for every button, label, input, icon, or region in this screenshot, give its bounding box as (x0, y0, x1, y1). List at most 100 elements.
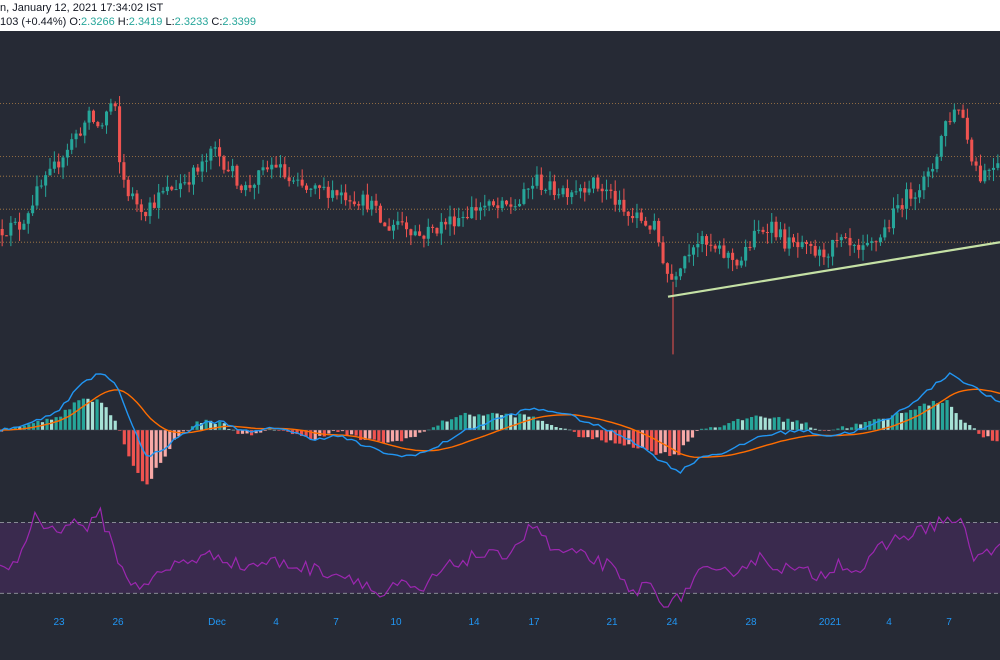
candle (226, 161, 230, 173)
symbol-title: n, January 12, 2021 17:34:02 IST (0, 2, 164, 14)
candle (257, 170, 261, 194)
candle-body (648, 225, 652, 230)
macd-histogram-bar (618, 430, 622, 444)
macd-histogram-bar (172, 430, 176, 440)
candle-body (339, 192, 343, 196)
candle-body (465, 216, 469, 219)
candle-body (852, 244, 856, 246)
macd-histogram-bar (890, 415, 895, 430)
candle-body (226, 169, 230, 172)
candle-body (0, 229, 4, 236)
candle (252, 183, 256, 200)
candle-body (857, 244, 861, 250)
candle (509, 197, 513, 214)
candle (722, 238, 726, 259)
rsi-band (0, 522, 1000, 594)
macd-histogram-bar (509, 414, 513, 430)
macd-histogram-bar (600, 430, 604, 441)
candle-body (431, 226, 435, 228)
candle (970, 137, 974, 166)
macd-histogram-bar (390, 430, 395, 442)
macd-histogram-bar (36, 421, 40, 430)
candle (118, 96, 122, 174)
macd-histogram-bar (422, 430, 426, 432)
candle (944, 120, 948, 147)
candle-body (309, 188, 313, 190)
candle (505, 199, 509, 207)
macd-histogram-bar (22, 425, 26, 430)
candle-body (922, 176, 926, 191)
candle-body (335, 190, 339, 196)
candle (218, 138, 222, 167)
candle (757, 220, 761, 234)
macd-histogram-bar (786, 418, 790, 430)
candle-body (791, 237, 795, 243)
candle (652, 213, 656, 231)
candle-body (448, 216, 452, 225)
macd-histogram-bar (368, 430, 372, 439)
macd-histogram-bar (550, 425, 554, 430)
candle-body (931, 168, 935, 172)
candle-body (305, 185, 309, 190)
candle (952, 103, 956, 124)
candle (113, 101, 117, 111)
macd-histogram-bar (895, 412, 899, 430)
macd-histogram-bar (490, 412, 495, 430)
candle-body (83, 122, 87, 136)
macd-histogram-bar (945, 400, 949, 430)
candle-body (435, 227, 439, 234)
candle-body (500, 200, 504, 209)
candle-body (65, 149, 69, 158)
candle-body (74, 133, 78, 140)
macd-histogram-bar (804, 422, 808, 430)
macd-histogram-bar (545, 423, 549, 430)
candle-body (48, 168, 52, 176)
macd-histogram-bar (631, 430, 635, 448)
candle (413, 225, 417, 237)
price-pane[interactable] (0, 96, 1000, 355)
macd-histogram-bar (800, 423, 804, 430)
macd-histogram-bar (136, 430, 140, 473)
macd-histogram-bar (990, 430, 995, 441)
candle (383, 221, 387, 227)
macd-histogram-bar (209, 420, 213, 430)
candle (405, 216, 409, 238)
macd-pane[interactable] (0, 372, 1000, 485)
macd-histogram-bar (809, 427, 813, 430)
macd-histogram-bar (131, 430, 135, 466)
macd-histogram-bar (127, 430, 131, 457)
candle-body (426, 226, 430, 239)
candle (439, 213, 443, 245)
chart-canvas[interactable]: 23 26 Dec 4 7 10 14 17 21 24 28 2021 4 7 (0, 31, 1000, 660)
candle-body (561, 188, 565, 195)
candle-body (526, 188, 530, 190)
macd-histogram-bar (754, 415, 758, 430)
macd-histogram-bar (109, 415, 113, 430)
candle (735, 258, 739, 270)
x-axis-label: 2021 (819, 617, 842, 628)
candle-body (670, 273, 674, 280)
candle-body (700, 236, 704, 245)
rsi-pane[interactable] (0, 31, 1000, 608)
candle (491, 199, 495, 207)
candle-body (878, 237, 882, 243)
candle-body (831, 239, 835, 257)
macd-histogram-bar (790, 421, 795, 430)
candle-body (496, 205, 500, 209)
candle (296, 172, 300, 187)
macd-histogram-bar (454, 417, 458, 430)
candle-body (657, 220, 661, 243)
candle-body (35, 186, 39, 206)
macd-histogram-bar (713, 427, 717, 430)
candle (70, 133, 74, 155)
candle-body (539, 174, 543, 190)
candle-body (396, 221, 400, 225)
candle (609, 183, 613, 199)
candle-body (578, 188, 582, 192)
candle (805, 239, 809, 255)
candle-body (874, 241, 878, 243)
macd-histogram-bar (877, 418, 881, 430)
candle-body (970, 139, 974, 162)
candle-body (274, 164, 278, 168)
macd-histogram-bar (586, 430, 590, 438)
